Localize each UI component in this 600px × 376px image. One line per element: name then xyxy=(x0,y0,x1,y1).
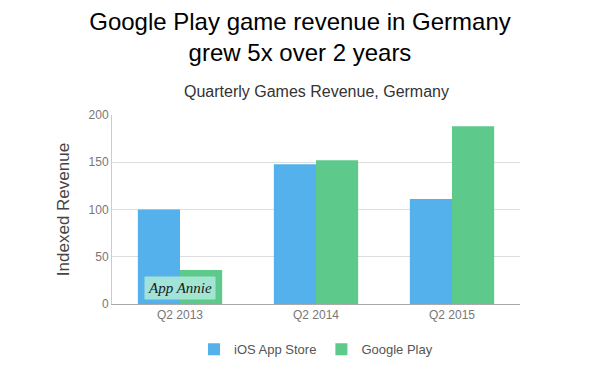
svg-text:App Annie: App Annie xyxy=(148,280,212,296)
svg-text:Quarterly Games Revenue, Germa: Quarterly Games Revenue, Germany xyxy=(184,83,449,100)
svg-text:Q2 2013: Q2 2013 xyxy=(157,308,203,322)
svg-text:Indexed Revenue: Indexed Revenue xyxy=(54,143,73,276)
svg-text:200: 200 xyxy=(89,108,109,122)
svg-text:0: 0 xyxy=(102,297,109,311)
svg-text:Q2 2015: Q2 2015 xyxy=(429,308,475,322)
svg-text:Google Play game revenue in Ge: Google Play game revenue in Germanygrew … xyxy=(89,8,511,66)
svg-text:Q2 2014: Q2 2014 xyxy=(293,308,339,322)
svg-text:100: 100 xyxy=(89,203,109,217)
svg-text:Google Play: Google Play xyxy=(361,342,432,357)
svg-text:50: 50 xyxy=(95,250,109,264)
svg-text:iOS App Store: iOS App Store xyxy=(234,342,316,357)
svg-text:150: 150 xyxy=(89,155,109,169)
